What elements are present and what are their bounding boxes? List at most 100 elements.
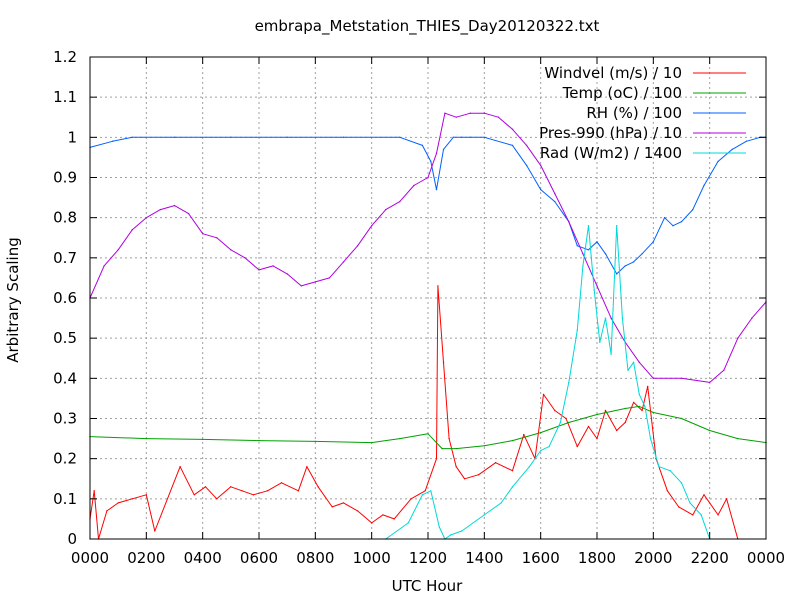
series-4-point <box>554 192 556 195</box>
series-3-point <box>731 148 733 151</box>
series-2-point <box>399 437 401 440</box>
series-1-point <box>252 494 255 496</box>
series-5-point <box>604 317 607 319</box>
series-4-point <box>328 277 331 279</box>
series-4-point <box>610 317 612 319</box>
series-1-point <box>666 490 669 492</box>
series-2-point <box>258 439 260 442</box>
x-tick-label: 1800 <box>578 549 616 567</box>
series-line-2 <box>89 405 767 450</box>
series-4-point <box>737 337 739 339</box>
series-5-point <box>616 225 618 227</box>
series-3-point <box>641 253 643 255</box>
series-1-point <box>448 437 450 440</box>
x-axis-label: UTC Hour <box>392 577 463 595</box>
series-3-point <box>230 136 232 138</box>
series-2-point <box>202 438 204 441</box>
x-tick-label: 0400 <box>184 549 222 567</box>
series-1-point <box>145 494 147 496</box>
series-1-point <box>542 393 545 396</box>
series-1-point <box>241 490 243 492</box>
y-tick-label: 0.6 <box>53 289 77 307</box>
series-5-point <box>582 265 584 267</box>
series-4-point <box>385 208 387 211</box>
x-tick-label: 0000 <box>747 549 785 567</box>
series-5-point <box>649 437 652 440</box>
series-1-point <box>106 510 108 512</box>
series-2-point <box>737 437 739 440</box>
x-tick-label: 1400 <box>465 549 503 567</box>
series-1-point <box>511 470 514 472</box>
x-tick-label: 0600 <box>240 549 278 567</box>
series-3-point <box>680 221 683 223</box>
series-5-point <box>632 361 635 363</box>
series-3-point <box>469 136 471 138</box>
series-4-point <box>258 269 260 271</box>
series-5-point <box>528 466 531 468</box>
series-4-point <box>511 128 514 130</box>
series-1-point <box>131 498 133 500</box>
series-3-point <box>616 273 618 275</box>
axis-ticks: 0 0.1 0.2 0.3 0.4 0.5 0.6 0.7 0.8 0.9 1 1.1 1.2 0000 0… <box>53 48 785 567</box>
series-1-point <box>717 514 719 516</box>
series-2-point <box>709 429 711 432</box>
series-group <box>89 405 767 450</box>
x-tick-label: 1200 <box>409 549 447 567</box>
series-line-4 <box>89 112 767 383</box>
series-2-point <box>638 405 640 408</box>
series-3-point <box>483 136 485 138</box>
series-5-point <box>576 329 578 331</box>
series-3-point <box>131 136 133 138</box>
series-1-point <box>280 482 283 484</box>
series-5-point <box>644 405 646 408</box>
series-1-point <box>424 490 426 492</box>
series-1-point <box>624 421 626 424</box>
series-5-point <box>669 470 671 472</box>
series-1-point <box>647 385 649 388</box>
series-3-point <box>652 241 654 243</box>
series-4-point <box>680 377 683 379</box>
series-5-point <box>438 526 440 528</box>
series-4-point <box>582 253 584 255</box>
series-1-point <box>641 409 643 412</box>
series-4-point <box>525 144 528 147</box>
x-tick-label: 1000 <box>353 549 391 567</box>
series-4-point <box>427 176 429 179</box>
series-line-3 <box>89 136 767 275</box>
series-1-point <box>632 401 635 404</box>
series-line-1 <box>89 285 739 540</box>
series-3-point <box>717 160 719 163</box>
series-5-point <box>511 486 514 488</box>
series-4-point <box>399 200 401 203</box>
series-4-point <box>652 377 654 379</box>
series-1-point <box>604 409 607 412</box>
series-3-point <box>540 188 542 191</box>
series-2-point <box>145 437 147 440</box>
series-3-point <box>399 136 401 138</box>
x-tick-label: 0200 <box>127 549 165 567</box>
series-5-point <box>658 466 660 468</box>
series-1-point <box>455 466 457 468</box>
series-5-point <box>610 353 612 355</box>
y-tick-label: 0.9 <box>53 169 77 187</box>
series-1-point <box>356 510 359 512</box>
plot-area <box>89 112 767 540</box>
y-tick-label: 0.7 <box>53 249 77 267</box>
series-5-point <box>500 502 502 504</box>
series-2-point <box>680 417 683 420</box>
series-1-point <box>93 490 95 492</box>
series-1-point <box>616 429 618 432</box>
series-3-point <box>596 241 598 243</box>
y-tick-label: 0.8 <box>53 209 77 227</box>
y-tick-label: 0.4 <box>53 369 77 387</box>
series-5-point <box>449 534 452 536</box>
series-5-point <box>461 530 463 532</box>
series-3-point <box>745 140 747 142</box>
series-4-point <box>596 285 598 287</box>
series-4-point <box>751 317 753 319</box>
series-2-point <box>483 445 485 447</box>
y-tick-label: 1.2 <box>53 48 77 66</box>
series-2-point <box>568 421 570 424</box>
x-tick-label: 2000 <box>634 549 672 567</box>
series-5-point <box>421 494 424 496</box>
